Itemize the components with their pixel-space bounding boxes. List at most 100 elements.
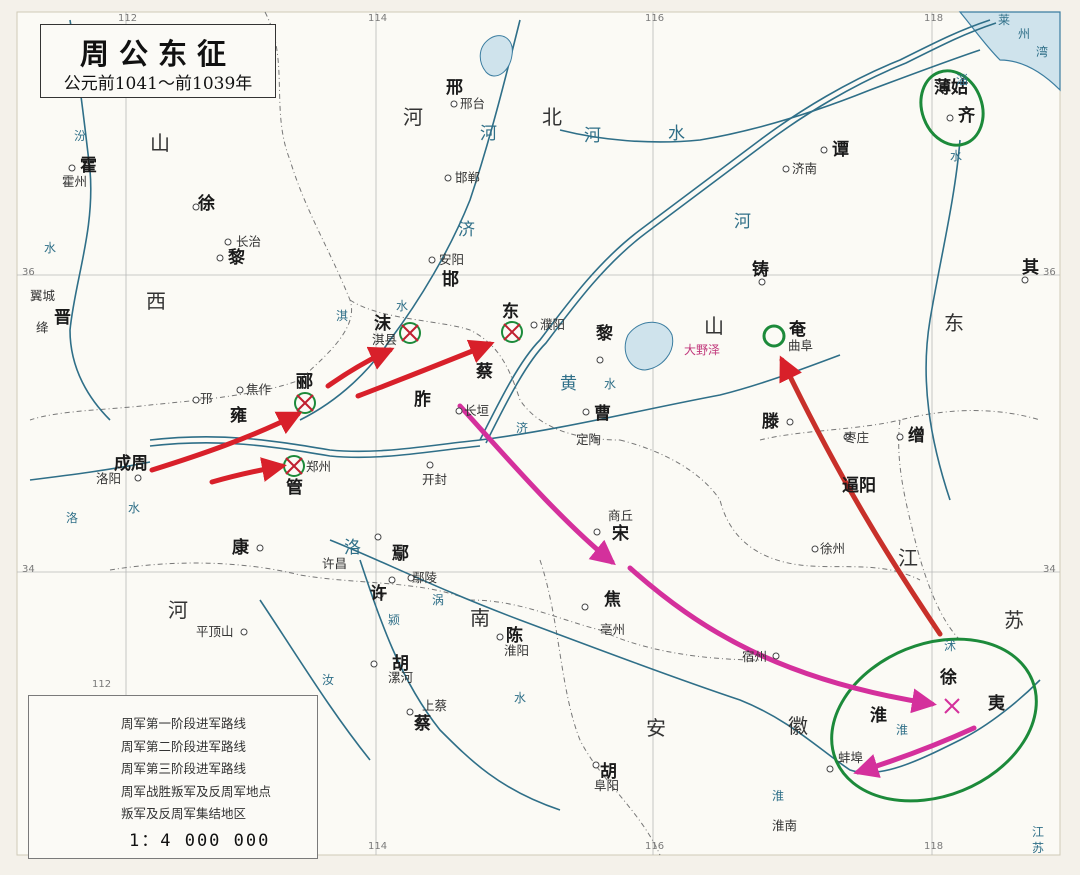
- coord-left-36: 36: [22, 267, 35, 278]
- legend-label: 周军第一阶段进军路线: [121, 716, 247, 731]
- region-label: 安: [646, 716, 666, 740]
- coord-top-118: 118: [924, 13, 944, 24]
- victory-marks: [283, 321, 960, 714]
- coord-right-36: 36: [1043, 267, 1056, 278]
- state-label: 宋: [612, 524, 629, 544]
- river-label: 淮: [896, 723, 909, 737]
- state-label: 陈: [506, 626, 523, 646]
- city-label: 邢台: [460, 96, 486, 111]
- city-dots: [68, 100, 1029, 773]
- state-label: 奄: [789, 320, 806, 340]
- city-label: 许昌: [322, 556, 348, 571]
- legend-item-phase1: 周军第一阶段进军路线: [29, 710, 317, 732]
- city-label: 定陶: [576, 432, 602, 447]
- city-label: 平顶山: [196, 624, 234, 639]
- river-label: 水: [396, 299, 409, 313]
- state-label: 郦: [296, 372, 313, 392]
- map-title: 周公东征: [79, 37, 236, 71]
- state-label: 缯: [908, 426, 925, 446]
- state-label: 康: [232, 538, 249, 558]
- legend-item-victory: 周军战胜叛军及反周军地点: [29, 778, 317, 800]
- river-label: 水: [514, 691, 527, 705]
- state-label: 沫: [374, 314, 391, 334]
- state-label: 许: [370, 584, 387, 604]
- legend-item-rebel-area: 叛军及反周军集结地区: [29, 800, 317, 822]
- region-label: 徽: [788, 714, 808, 738]
- title-box: 周公东征 公元前1041～前1039年: [40, 24, 276, 98]
- state-label: 霍: [80, 156, 97, 176]
- legend-label: 周军第二阶段进军路线: [121, 739, 247, 754]
- river-label: 莱: [998, 13, 1011, 27]
- river-label: 水: [668, 124, 685, 144]
- state-label: 雍: [230, 406, 247, 426]
- river-label: 淮: [772, 789, 785, 803]
- state-label: 淮: [870, 706, 887, 726]
- river-label: 汝: [322, 673, 335, 687]
- river-label: 颍: [388, 613, 401, 627]
- state-label: 胡: [392, 654, 409, 674]
- province-borders: [29, 11, 1041, 856]
- coord-right-34: 34: [1043, 564, 1056, 575]
- state-label: 逼阳: [842, 476, 876, 496]
- river-label: 淇: [336, 309, 349, 323]
- state-label: 邢: [446, 78, 463, 98]
- city-label: 邯郸: [455, 170, 481, 185]
- coord-bottom-118: 118: [924, 841, 944, 852]
- map-subtitle: 公元前1041～前1039年: [63, 74, 253, 94]
- river-label: 济: [458, 220, 475, 240]
- rebel-area-yan: [762, 324, 786, 348]
- city-label: 淮南: [772, 818, 798, 833]
- city-label: 淇县: [372, 332, 398, 347]
- legend-label: 周军战胜叛军及反周军地点: [121, 784, 272, 799]
- river-label: 州: [1018, 27, 1031, 41]
- lake-daye: [624, 321, 674, 371]
- routes-phase3: [779, 355, 943, 637]
- coord-bottom-112: 112: [92, 679, 112, 690]
- state-label: 滕: [762, 412, 779, 432]
- coord-top-116: 116: [645, 13, 665, 24]
- river-label: 洛: [66, 511, 79, 525]
- rebel-area-pugu: [919, 69, 985, 147]
- state-label: 胡: [600, 762, 617, 782]
- city-label: 开封: [422, 472, 448, 487]
- region-label: 河: [168, 598, 188, 622]
- city-label: 漯河: [388, 670, 414, 685]
- city-label: 宿州: [742, 649, 768, 664]
- state-label: 其: [1022, 258, 1039, 278]
- state-label: 成周: [114, 454, 148, 474]
- state-label: 徐: [198, 194, 215, 214]
- city-label: 上蔡: [422, 698, 448, 713]
- state-label: 薄姑: [934, 78, 968, 98]
- region-label: 山: [150, 131, 170, 155]
- state-label: 徐: [940, 668, 957, 688]
- state-label: 谭: [832, 140, 849, 160]
- river-label: 汾: [74, 129, 87, 143]
- state-label: 铸: [752, 260, 769, 280]
- state-label: 蔡: [476, 362, 493, 382]
- state-label: 蔡: [414, 714, 431, 734]
- city-label: 济南: [792, 161, 818, 176]
- city-label: 亳州: [600, 622, 626, 637]
- river-label: 苏: [1032, 841, 1045, 855]
- city-label: 翼城: [30, 288, 56, 303]
- state-label: 胙: [414, 390, 431, 410]
- city-label: 焦作: [246, 382, 272, 397]
- routes-phase1: [149, 339, 495, 485]
- region-label: 苏: [1004, 608, 1024, 632]
- state-label: 曹: [594, 404, 611, 424]
- river-label: 涡: [432, 593, 445, 607]
- river-label: 水: [604, 377, 617, 391]
- river-label: 济: [516, 421, 529, 435]
- city-label: 商丘: [608, 508, 634, 523]
- river-label: 洛: [344, 538, 361, 558]
- legend-label: 叛军及反周军集结地区: [121, 806, 247, 821]
- region-label: 南: [470, 606, 490, 630]
- region-label: 河: [403, 105, 423, 129]
- lake-north: [479, 35, 513, 77]
- river-label: 沭: [944, 639, 957, 653]
- state-label: 黎: [228, 248, 245, 268]
- legend-label: 周军第三阶段进军路线: [121, 761, 247, 776]
- routes-phase2: [457, 403, 977, 778]
- state-label: 黎: [596, 324, 613, 344]
